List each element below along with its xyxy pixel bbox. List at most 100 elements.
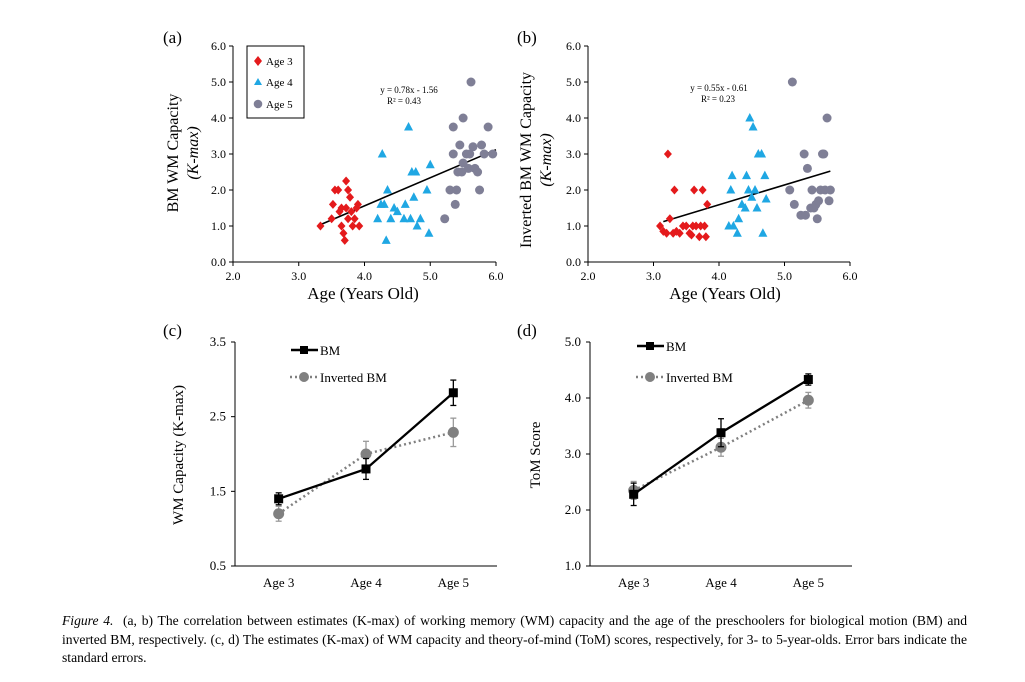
data-point-age5 bbox=[787, 77, 797, 87]
x-axis-label: Age (Years Old) bbox=[307, 284, 419, 303]
data-point-age3 bbox=[346, 192, 355, 202]
scatter-panel-inverted-bm: 0.0 1.0 2.0 3.0 4.0 5.0 6.0 2.0 3.0 4.0 5.0 6.0 Inv… bbox=[518, 39, 858, 303]
legend-entry-age4: Age 4 bbox=[266, 77, 293, 89]
data-point-age5 bbox=[468, 142, 478, 152]
regression-equation: y = 0.78x - 1.56 bbox=[380, 85, 438, 95]
data-point-age5 bbox=[477, 140, 487, 150]
data-point-age4 bbox=[728, 221, 738, 230]
data-point-age3 bbox=[327, 214, 336, 224]
legend-entry-inverted: Inverted BM bbox=[320, 370, 387, 385]
y-axis-label-line2: (K-max) bbox=[185, 126, 202, 179]
data-point-age4 bbox=[727, 170, 737, 180]
data-point-inverted bbox=[802, 394, 814, 406]
y-tick-label: 5.0 bbox=[211, 75, 226, 89]
x-category-label: Age 3 bbox=[263, 575, 294, 590]
data-point-age3 bbox=[700, 221, 709, 231]
scatter-panel-bm: 0.0 1.0 2.0 3.0 4.0 5.0 6.0 2.0 3.0 4.0 5.0 6.0 BM … bbox=[165, 39, 504, 303]
legend-marker-age4 bbox=[254, 78, 262, 85]
data-point-inverted bbox=[447, 426, 459, 438]
caption-text: (a, b) The correlation between estimates… bbox=[62, 613, 967, 665]
data-point-age4 bbox=[381, 235, 391, 244]
data-point-age4 bbox=[740, 203, 750, 212]
data-point-age5 bbox=[465, 149, 475, 159]
data-point-age4 bbox=[742, 170, 752, 180]
data-point-age5 bbox=[789, 199, 799, 209]
x-category-label: Age 5 bbox=[438, 575, 469, 590]
data-point-age4 bbox=[745, 113, 755, 122]
caption-label: Figure 4. bbox=[62, 613, 114, 628]
data-point-age5 bbox=[785, 185, 795, 195]
x-tick-label: 2.0 bbox=[226, 269, 241, 283]
y-tick-label: 1.0 bbox=[211, 219, 226, 233]
data-point-age4 bbox=[422, 185, 432, 194]
y-tick-label: 4.0 bbox=[565, 390, 581, 405]
y-tick-label: 6.0 bbox=[566, 39, 581, 53]
data-point-age5 bbox=[458, 113, 468, 123]
data-point-age4 bbox=[747, 192, 757, 201]
x-tick-label: 5.0 bbox=[423, 269, 438, 283]
data-point-age3 bbox=[355, 221, 364, 231]
y-axis-label-line1: BM WM Capacity bbox=[165, 94, 182, 213]
y-tick-label: 2.0 bbox=[211, 183, 226, 197]
data-point-age4 bbox=[400, 199, 410, 208]
data-point-bm bbox=[629, 489, 639, 499]
panel-label-a: (a) bbox=[163, 28, 182, 47]
legend-marker-age3 bbox=[254, 56, 262, 66]
data-point-inverted bbox=[360, 448, 372, 460]
data-point-bm bbox=[274, 494, 284, 504]
panel-label-b: (b) bbox=[517, 28, 537, 47]
data-point-age4 bbox=[377, 149, 387, 158]
y-tick-label: 3.0 bbox=[211, 147, 226, 161]
y-tick-label: 4.0 bbox=[211, 111, 226, 125]
data-point-age3 bbox=[665, 214, 674, 224]
data-point-age3 bbox=[701, 232, 710, 242]
data-point-age3 bbox=[348, 221, 357, 231]
data-point-age4 bbox=[415, 213, 425, 223]
legend-marker-inverted bbox=[299, 372, 309, 382]
x-category-label: Age 4 bbox=[350, 575, 382, 590]
x-category-label: Age 5 bbox=[793, 575, 824, 590]
y-tick-label: 1.0 bbox=[566, 219, 581, 233]
data-point-bm bbox=[716, 428, 726, 438]
data-point-age3 bbox=[347, 207, 356, 217]
y-tick-label: 3.0 bbox=[566, 147, 581, 161]
y-tick-label: 2.5 bbox=[210, 409, 226, 424]
data-point-age3 bbox=[682, 221, 691, 231]
x-tick-label: 3.0 bbox=[646, 269, 661, 283]
data-point-bm bbox=[361, 464, 371, 474]
data-point-age3 bbox=[692, 221, 701, 231]
figure-4: (a) (b) (c) (d) 0.0 1.0 2.0 3.0 4.0 5.0 6.0 2.0… bbox=[163, 28, 858, 590]
data-point-age3 bbox=[342, 176, 351, 186]
legend: BM Inverted BM bbox=[290, 343, 387, 385]
y-tick-label: 2.0 bbox=[565, 502, 581, 517]
data-point-age5 bbox=[825, 185, 835, 195]
data-point-age4 bbox=[383, 185, 393, 194]
legend-marker-age5 bbox=[253, 99, 263, 109]
data-point-age5 bbox=[802, 163, 812, 173]
y-tick-label: 0.5 bbox=[210, 558, 226, 573]
data-point-age3 bbox=[690, 185, 699, 195]
y-tick-label: 5.0 bbox=[566, 75, 581, 89]
data-point-age4 bbox=[734, 213, 744, 223]
data-point-age4 bbox=[752, 203, 762, 212]
x-axis-label: Age (Years Old) bbox=[669, 284, 781, 303]
data-point-age5 bbox=[824, 196, 834, 206]
data-point-age4 bbox=[406, 213, 416, 223]
data-point-age5 bbox=[455, 140, 465, 150]
data-point-age5 bbox=[440, 214, 450, 224]
data-point-age5 bbox=[452, 185, 462, 195]
legend-marker-bm bbox=[646, 342, 654, 350]
data-point-age3 bbox=[344, 185, 353, 195]
data-point-age5 bbox=[466, 77, 476, 87]
data-point-age3 bbox=[353, 199, 362, 209]
data-point-age5 bbox=[448, 149, 458, 159]
data-point-age4 bbox=[411, 167, 421, 176]
data-point-age4 bbox=[404, 122, 414, 131]
x-category-label: Age 3 bbox=[618, 575, 649, 590]
legend-entry-age5: Age 5 bbox=[266, 99, 293, 111]
data-point-age5 bbox=[479, 149, 489, 159]
data-point-age4 bbox=[424, 228, 434, 237]
legend: Age 3 Age 4 Age 5 bbox=[246, 45, 305, 119]
r-squared: R² = 0.23 bbox=[701, 94, 736, 104]
data-point-age5 bbox=[448, 122, 458, 132]
